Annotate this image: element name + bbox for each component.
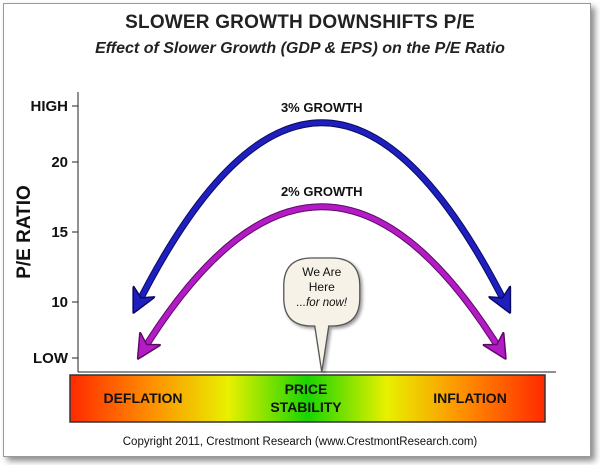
y-tick-label: LOW [33,350,69,367]
copyright-note: Copyright 2011, Crestmont Research (www.… [122,436,478,448]
spectrum-right-label: INFLATION [433,390,507,406]
callout-bubble [283,257,361,373]
chart-title: SLOWER GROWTH DOWNSHIFTS P/E [125,12,475,33]
callout-line-3: ...for now! [297,297,348,309]
spectrum-left-label: DEFLATION [103,390,182,406]
y-tick-label: 10 [51,294,68,311]
chart-subtitle: Effect of Slower Growth (GDP & EPS) on t… [95,40,505,57]
y-tick-label: 20 [51,154,68,171]
y-axis-label: P/E RATIO [14,185,35,279]
y-tick-label: 15 [51,224,68,241]
series-label-3pct: 3% GROWTH [281,100,363,115]
callout-line-2: Here [309,280,335,294]
spectrum-center-label-1: PRICE [285,381,328,397]
series-curve-2pct-growth [140,204,503,355]
we-are-here-callout: We Are Here ...for now! [283,257,361,373]
y-tick-label: HIGH [31,98,69,115]
series-label-2pct: 2% GROWTH [281,184,363,199]
callout-line-1: We Are [302,265,341,279]
spectrum-center-label-2: STABILITY [270,399,342,415]
series-curve-3pct-growth [135,120,508,309]
price-spectrum-bar [69,374,546,423]
